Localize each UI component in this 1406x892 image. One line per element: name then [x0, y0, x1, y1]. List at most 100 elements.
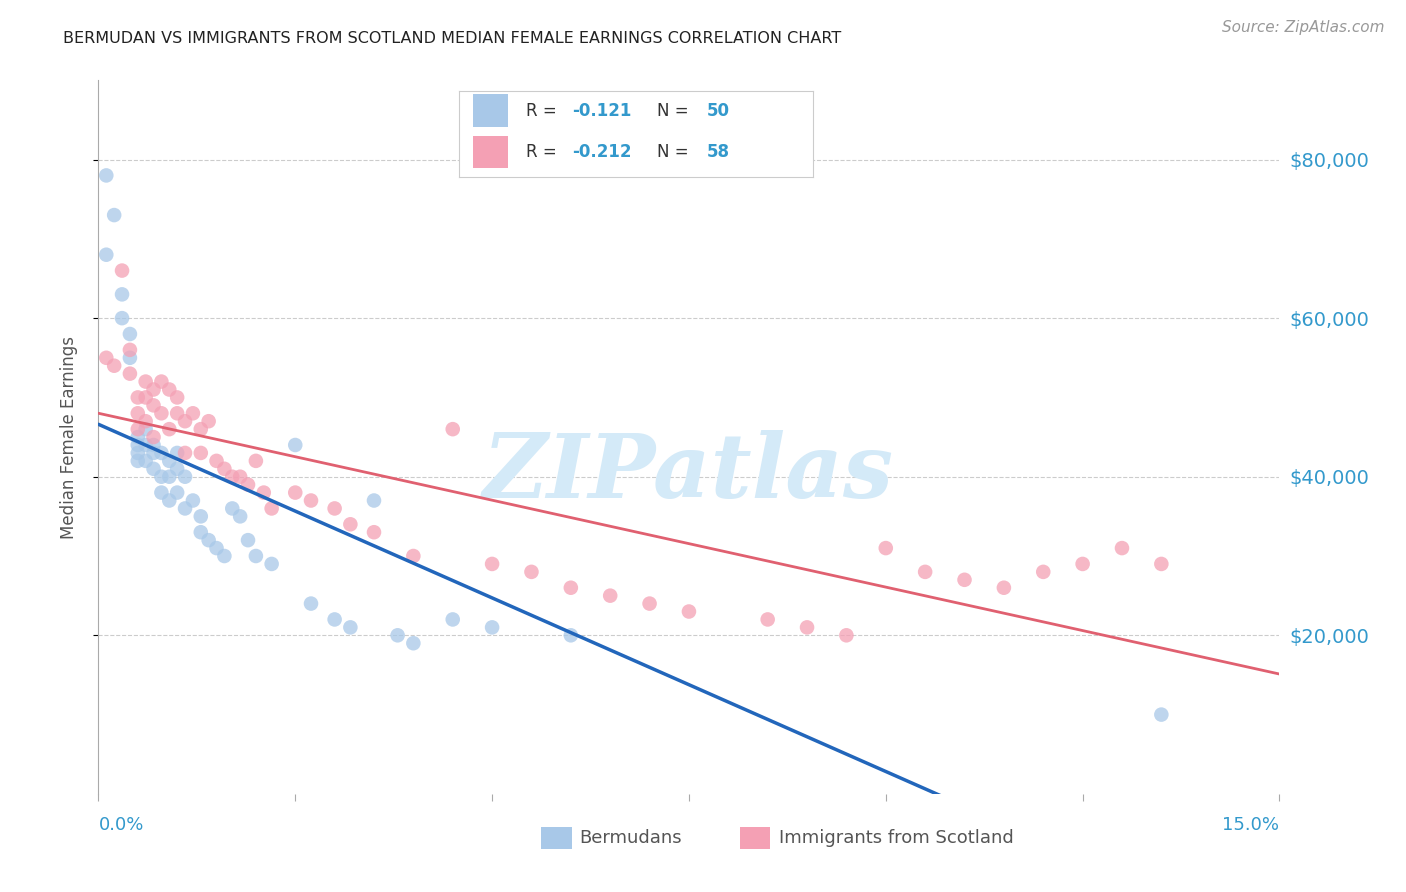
- Point: [96, 351, 118, 365]
- Point: [142, 446, 165, 460]
- Point: [127, 438, 149, 452]
- Point: [441, 422, 464, 436]
- Point: [363, 525, 385, 540]
- Point: [157, 383, 180, 397]
- Point: [157, 469, 180, 483]
- Point: [127, 430, 149, 444]
- Point: [111, 263, 134, 277]
- Point: [284, 485, 307, 500]
- Point: [142, 398, 165, 412]
- Point: [245, 454, 267, 468]
- Point: [197, 533, 219, 548]
- Point: [993, 581, 1015, 595]
- Point: [299, 597, 322, 611]
- Point: [402, 636, 425, 650]
- Point: [127, 454, 149, 468]
- Point: [953, 573, 976, 587]
- Point: [127, 406, 149, 420]
- Point: [1150, 557, 1173, 571]
- Text: Source: ZipAtlas.com: Source: ZipAtlas.com: [1222, 20, 1385, 35]
- Point: [150, 469, 173, 483]
- Point: [174, 501, 197, 516]
- Point: [1071, 557, 1094, 571]
- Point: [214, 462, 236, 476]
- Point: [260, 557, 283, 571]
- Point: [135, 422, 157, 436]
- Point: [197, 414, 219, 428]
- Point: [111, 311, 134, 326]
- Point: [214, 549, 236, 563]
- Point: [221, 501, 243, 516]
- Point: [142, 462, 165, 476]
- Point: [284, 438, 307, 452]
- Point: [127, 391, 149, 405]
- Point: [875, 541, 897, 555]
- Point: [914, 565, 936, 579]
- Point: [142, 438, 165, 452]
- Text: 15.0%: 15.0%: [1222, 816, 1279, 834]
- Point: [236, 533, 259, 548]
- Point: [118, 343, 141, 357]
- Y-axis label: Median Female Earnings: Median Female Earnings: [59, 335, 77, 539]
- Point: [150, 446, 173, 460]
- Point: [205, 541, 228, 555]
- Point: [174, 469, 197, 483]
- Point: [135, 414, 157, 428]
- Text: 0.0%: 0.0%: [98, 816, 143, 834]
- Point: [166, 462, 188, 476]
- Point: [599, 589, 621, 603]
- Point: [678, 605, 700, 619]
- Point: [166, 485, 188, 500]
- Point: [190, 525, 212, 540]
- Point: [339, 517, 361, 532]
- Point: [103, 359, 125, 373]
- Point: [111, 287, 134, 301]
- Point: [150, 406, 173, 420]
- Point: [135, 391, 157, 405]
- Point: [796, 620, 818, 634]
- Point: [481, 620, 503, 634]
- Point: [520, 565, 543, 579]
- Point: [481, 557, 503, 571]
- Point: [229, 469, 252, 483]
- Point: [835, 628, 858, 642]
- Point: [339, 620, 361, 634]
- Point: [118, 367, 141, 381]
- Point: [190, 509, 212, 524]
- Point: [166, 446, 188, 460]
- Text: Immigrants from Scotland: Immigrants from Scotland: [779, 829, 1014, 847]
- Point: [323, 612, 346, 626]
- Point: [157, 422, 180, 436]
- Point: [190, 422, 212, 436]
- Point: [181, 406, 204, 420]
- Point: [96, 169, 118, 183]
- Point: [118, 326, 141, 341]
- Point: [174, 414, 197, 428]
- Point: [181, 493, 204, 508]
- Point: [135, 454, 157, 468]
- Point: [253, 485, 276, 500]
- Point: [560, 628, 582, 642]
- Point: [236, 477, 259, 491]
- Point: [1111, 541, 1133, 555]
- Point: [150, 485, 173, 500]
- Point: [166, 406, 188, 420]
- Point: [260, 501, 283, 516]
- Point: [103, 208, 125, 222]
- Point: [174, 446, 197, 460]
- Point: [221, 469, 243, 483]
- Point: [441, 612, 464, 626]
- Text: Bermudans: Bermudans: [579, 829, 682, 847]
- Point: [323, 501, 346, 516]
- Point: [205, 454, 228, 468]
- Point: [157, 454, 180, 468]
- Point: [402, 549, 425, 563]
- Point: [1150, 707, 1173, 722]
- Point: [142, 430, 165, 444]
- Point: [638, 597, 661, 611]
- Point: [299, 493, 322, 508]
- Point: [756, 612, 779, 626]
- Point: [135, 375, 157, 389]
- Point: [1032, 565, 1054, 579]
- Text: ZIPatlas: ZIPatlas: [484, 430, 894, 516]
